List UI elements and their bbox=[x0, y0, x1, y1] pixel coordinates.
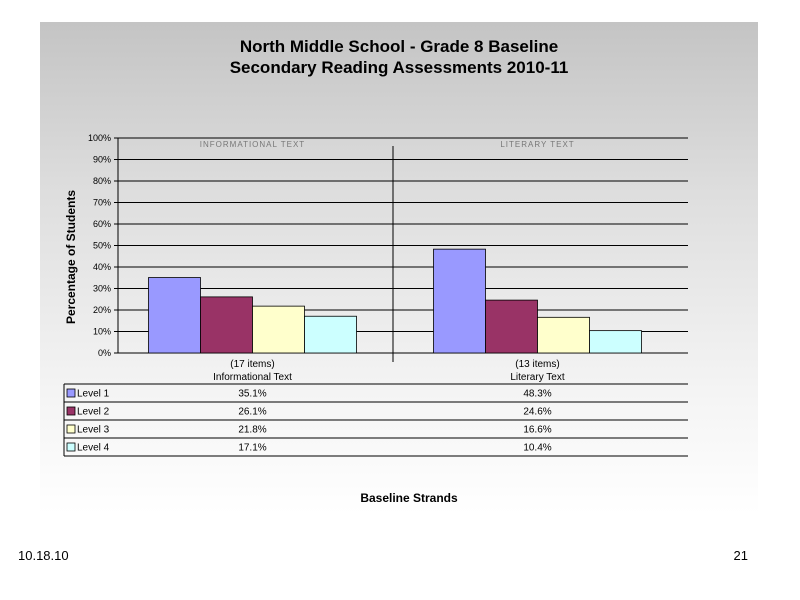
slide-date: 10.18.10 bbox=[18, 548, 69, 563]
category-panel-header: LITERARY TEXT bbox=[500, 140, 574, 149]
legend-label: Level 3 bbox=[77, 425, 110, 436]
y-tick-label: 40% bbox=[93, 262, 111, 272]
data-label: 26.1% bbox=[238, 407, 266, 418]
bar-level-1 bbox=[433, 248, 486, 354]
bar-level-2 bbox=[485, 299, 538, 354]
data-label: 48.3% bbox=[523, 389, 551, 400]
y-tick-label: 50% bbox=[93, 241, 111, 251]
category-count-label: (17 items) bbox=[230, 359, 274, 370]
y-tick-label: 20% bbox=[93, 305, 111, 315]
chart-subtitle: Secondary Reading Assessments 2010-11 bbox=[229, 58, 569, 77]
bar-level-3 bbox=[252, 305, 305, 354]
category-panel-header: INFORMATIONAL TEXT bbox=[200, 140, 305, 149]
chart-title: North Middle School - Grade 8 Baseline bbox=[239, 37, 559, 56]
legend-key bbox=[66, 406, 76, 416]
chart-panel bbox=[40, 22, 758, 514]
category-name-label: Informational Text bbox=[213, 372, 292, 383]
legend-label: Level 2 bbox=[77, 407, 110, 418]
y-tick-label: 60% bbox=[93, 219, 111, 229]
legend-key bbox=[66, 442, 76, 452]
category-count-label: (13 items) bbox=[515, 359, 559, 370]
bar-level-2 bbox=[200, 296, 253, 354]
bar-level-4 bbox=[304, 315, 357, 354]
y-tick-label: 100% bbox=[88, 133, 111, 143]
legend-key bbox=[66, 424, 76, 434]
x-axis-label: Baseline Strands bbox=[360, 491, 458, 505]
legend-label: Level 1 bbox=[77, 389, 110, 400]
bar-level-3 bbox=[537, 316, 590, 354]
data-label: 16.6% bbox=[523, 425, 551, 436]
y-tick-label: 70% bbox=[93, 198, 111, 208]
y-tick-label: 90% bbox=[93, 155, 111, 165]
data-label: 17.1% bbox=[238, 443, 266, 454]
category-name-label: Literary Text bbox=[510, 372, 565, 383]
legend-label: Level 4 bbox=[77, 443, 110, 454]
bar-level-1 bbox=[148, 277, 201, 354]
data-label: 24.6% bbox=[523, 407, 551, 418]
bar-level-4 bbox=[589, 330, 642, 354]
slide-page-number: 21 bbox=[733, 548, 748, 563]
data-label: 35.1% bbox=[238, 389, 266, 400]
y-tick-label: 30% bbox=[93, 284, 111, 294]
data-label: 10.4% bbox=[523, 443, 551, 454]
data-label: 21.8% bbox=[238, 425, 266, 436]
y-tick-label: 10% bbox=[93, 327, 111, 337]
y-tick-label: 0% bbox=[98, 348, 111, 358]
y-tick-label: 80% bbox=[93, 176, 111, 186]
legend-key bbox=[66, 388, 76, 398]
